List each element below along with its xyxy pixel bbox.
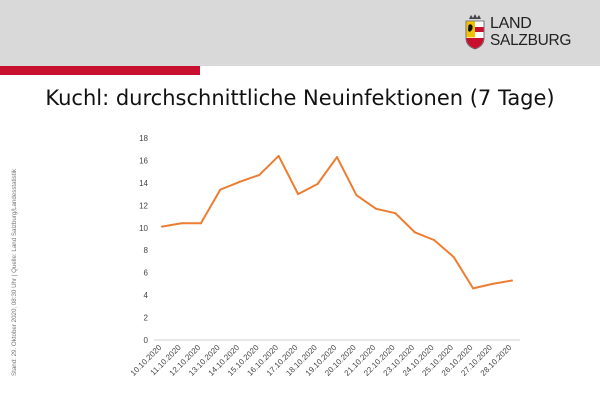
data-points: [161, 154, 513, 290]
accent-bar: [0, 66, 200, 75]
data-point: [199, 222, 202, 225]
y-axis-ticks: 0 2 4 6 8 10 12 14 16 18: [139, 134, 148, 345]
series-line: [161, 154, 513, 290]
data-point: [180, 222, 183, 225]
y-tick-label: 16: [139, 156, 148, 165]
logo-line2: SALZBURG: [490, 32, 572, 49]
x-axis-ticks: 10.10.202011.10.202012.10.202013.10.2020…: [129, 343, 514, 378]
logo-line1: LAND: [490, 15, 532, 32]
y-tick-label: 12: [139, 201, 148, 210]
data-point: [511, 279, 513, 282]
data-point: [219, 188, 222, 191]
y-tick-label: 6: [144, 269, 149, 278]
data-point: [355, 194, 358, 197]
data-point: [238, 180, 241, 183]
data-point: [297, 193, 300, 196]
y-tick-label: 4: [144, 291, 149, 300]
data-point: [374, 207, 377, 210]
header-band: [0, 0, 600, 66]
y-tick-label: 0: [144, 336, 149, 345]
data-point: [394, 212, 397, 215]
y-tick-label: 10: [139, 224, 148, 233]
data-point: [316, 183, 319, 186]
data-point: [336, 156, 338, 159]
data-point: [491, 282, 494, 285]
y-tick-label: 18: [139, 134, 148, 143]
coat-of-arms-icon: [465, 14, 485, 50]
y-tick-label: 2: [144, 314, 149, 323]
y-tick-label: 14: [139, 179, 148, 188]
data-point: [433, 239, 436, 242]
page-title: Kuchl: durchschnittliche Neuinfektionen …: [45, 86, 555, 110]
land-salzburg-logo: LAND SALZBURG: [464, 14, 588, 54]
data-point: [452, 255, 455, 258]
data-point: [472, 287, 475, 290]
data-point: [258, 174, 261, 177]
data-point: [161, 225, 163, 228]
data-point: [413, 231, 416, 234]
logo-wordmark: LAND SALZBURG: [490, 15, 571, 49]
y-tick-label: 8: [144, 246, 149, 255]
data-point: [277, 154, 280, 157]
